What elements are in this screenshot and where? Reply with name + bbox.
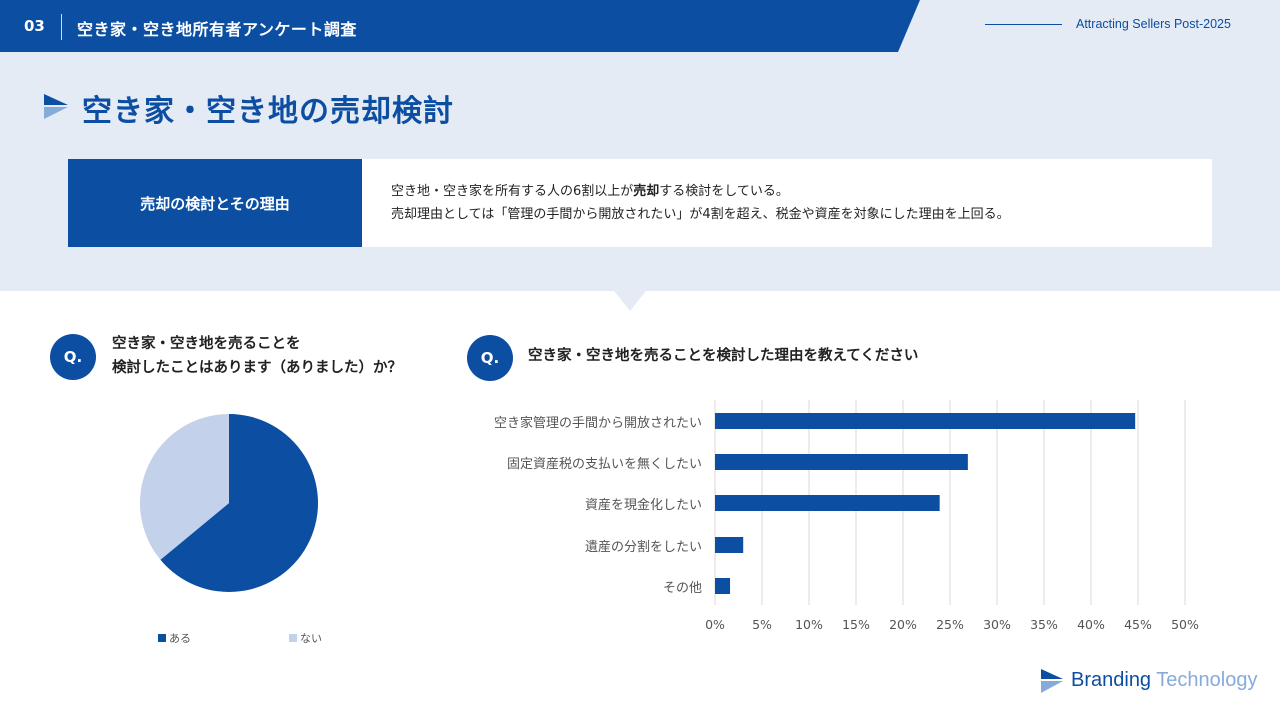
bar [715,413,1136,429]
header-rule [985,24,1062,25]
section-number: 03 [24,17,45,35]
legend-swatch [289,634,297,642]
q2-question: 空き家・空き地を売ることを検討した理由を教えてください [528,348,919,364]
legend-swatch [158,634,166,642]
q1-badge: Q. [50,334,96,380]
bar [715,578,731,594]
summary-label: 売却の検討とその理由 [68,159,362,247]
callout-notch [614,291,646,311]
header-bar [0,0,920,52]
bar-category-label: 固定資産税の支払いを無くしたい [506,457,702,472]
section-title: 空き家・空き地所有者アンケート調査 [77,20,357,39]
q1-question: 空き家・空き地を売ることを 検討したことはあります（ありました）か？ [112,336,402,376]
bar-category-label: その他 [662,581,702,596]
q2-badge: Q. [467,335,513,381]
x-tick-label: 20% [889,617,917,632]
bar-category-label: 空き家管理の手間から開放されたい [493,416,702,431]
x-tick-label: 45% [1124,617,1152,632]
bar [715,495,940,511]
x-tick-label: 10% [795,617,823,632]
arrow-logo-icon [44,94,68,119]
x-tick-label: 0% [705,617,725,632]
pie-chart [140,414,318,592]
x-tick-label: 50% [1171,617,1199,632]
bar [715,537,744,553]
bar-category-label: 遺産の分割をしたい [584,540,702,555]
pie-slice-yes [160,414,318,592]
brand-logo-text: Branding Technology [1071,669,1258,691]
bar [715,454,968,470]
page-title: 空き家・空き地の売却検討 [82,94,454,129]
x-tick-label: 35% [1030,617,1058,632]
x-tick-label: 15% [842,617,870,632]
summary-box: 空き地・空き家を所有する人の6割以上が売却する検討をしている。 売却理由としては… [362,159,1212,247]
deck-subtitle: Attracting Sellers Post-2025 [1076,17,1231,31]
bar-category-label: 資産を現金化したい [584,498,702,513]
summary-emphasis: 売却 [633,184,660,199]
x-tick-label: 5% [752,617,772,632]
bar-chart [714,400,1186,605]
legend-item-yes: ある [158,630,191,646]
brand-logo-icon [1041,669,1063,693]
summary-line-2: 売却理由としては「管理の手間から開放されたい」が4割を超え、税金や資産を対象にし… [391,207,1010,222]
x-tick-label: 25% [936,617,964,632]
header-divider [61,14,62,40]
summary-line-1: 空き地・空き家を所有する人の6割以上が売却する検討をしている。 [391,184,789,199]
legend-item-no: ない [289,630,322,646]
pie-slice-no [140,414,229,560]
x-tick-label: 40% [1077,617,1105,632]
x-tick-label: 30% [983,617,1011,632]
